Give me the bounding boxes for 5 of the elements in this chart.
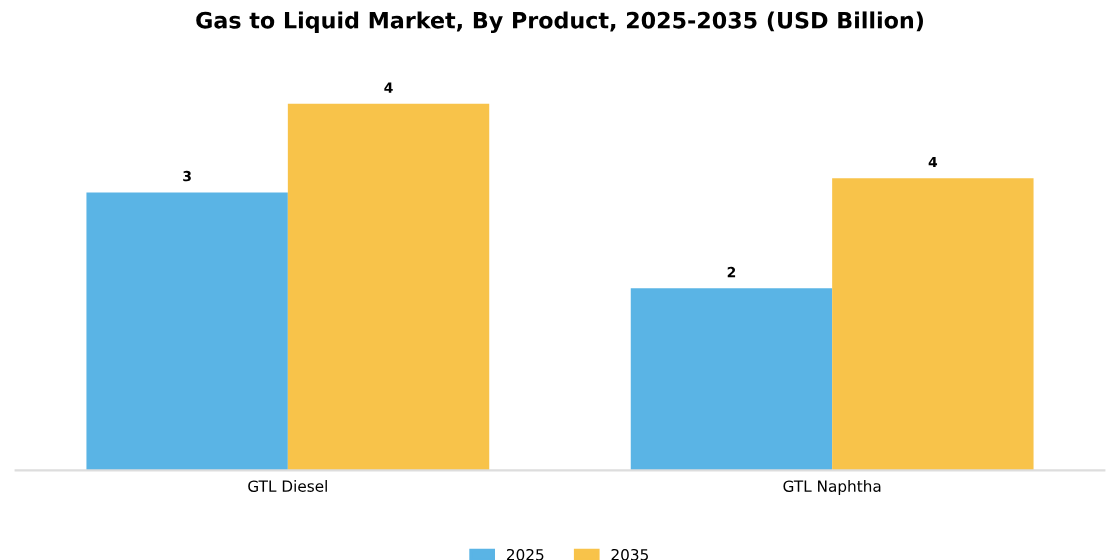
bar (287, 103, 490, 471)
chart-title: Gas to Liquid Market, By Product, 2025-2035 (USD Billion) (196, 11, 923, 34)
bar (630, 288, 833, 471)
bar (86, 192, 288, 471)
bar (832, 178, 1034, 471)
